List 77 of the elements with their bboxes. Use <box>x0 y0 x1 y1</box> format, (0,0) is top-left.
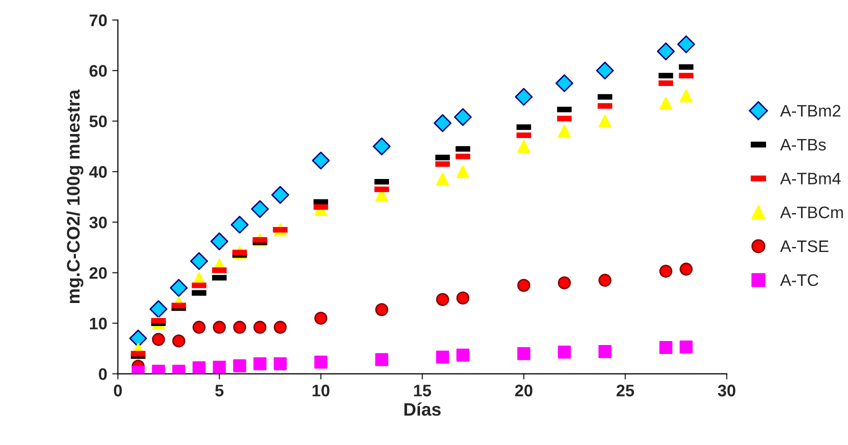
point <box>212 360 226 374</box>
y-tick-label: 10 <box>90 318 107 330</box>
y-axis-title: mg.C-CO2/ 100g muestra <box>66 89 84 304</box>
point <box>253 357 266 370</box>
point <box>656 42 675 60</box>
x-tick-label: 15 <box>414 384 432 396</box>
x-tick-label: 5 <box>215 384 224 396</box>
point <box>680 89 693 102</box>
point <box>253 320 266 334</box>
point <box>677 35 696 54</box>
legend-label: A-TBs <box>780 138 826 151</box>
x-tick-label: 0 <box>114 384 122 396</box>
legend-label: A-TC <box>780 274 818 286</box>
point <box>596 62 614 80</box>
point <box>456 291 470 304</box>
point <box>192 320 206 334</box>
point <box>152 332 165 346</box>
point <box>170 278 188 297</box>
point <box>659 341 672 354</box>
point <box>454 108 472 126</box>
y-tick-label: 50 <box>89 116 107 128</box>
point <box>172 334 186 348</box>
point <box>372 137 391 156</box>
point <box>517 278 530 292</box>
point <box>517 140 530 153</box>
point <box>436 293 450 306</box>
point <box>517 347 530 360</box>
point <box>558 346 571 359</box>
legend-label: A-TBCm <box>780 206 843 218</box>
point <box>190 252 208 270</box>
point <box>456 348 470 362</box>
x-tick-label: 10 <box>312 384 330 396</box>
point <box>192 361 206 374</box>
point <box>456 165 470 178</box>
point <box>659 96 672 110</box>
point <box>558 276 571 290</box>
point <box>233 359 246 372</box>
y-tick-label: 70 <box>90 14 107 26</box>
point <box>129 330 148 348</box>
point <box>375 303 388 316</box>
point <box>514 88 533 106</box>
point <box>598 345 612 358</box>
point <box>230 216 249 234</box>
point <box>659 264 672 278</box>
point <box>150 300 168 318</box>
y-tick-label: 20 <box>89 267 107 279</box>
y-tick-label: 0 <box>98 368 107 380</box>
x-tick-label: 25 <box>616 384 634 396</box>
point <box>558 124 571 138</box>
point <box>210 232 228 250</box>
point <box>314 312 328 325</box>
point <box>314 356 328 369</box>
point <box>271 186 290 204</box>
point <box>274 357 287 370</box>
legend-label: A-TBm4 <box>780 172 841 184</box>
x-axis-title: Días <box>404 402 441 416</box>
point <box>555 74 574 92</box>
point <box>375 353 388 366</box>
point <box>680 340 693 354</box>
point <box>436 172 450 186</box>
x-tick-label: 30 <box>718 384 736 396</box>
x-tick-label: 20 <box>515 384 532 396</box>
point <box>434 114 452 132</box>
point <box>436 350 450 364</box>
point <box>251 200 269 218</box>
y-tick-label: 30 <box>89 216 107 228</box>
point <box>598 114 612 128</box>
point <box>212 320 226 334</box>
y-tick-label: 40 <box>89 166 107 178</box>
point <box>233 320 246 334</box>
y-tick-label: 60 <box>90 64 107 77</box>
point <box>312 152 330 170</box>
legend-label: A-TSE <box>780 240 828 252</box>
point <box>680 262 693 276</box>
point <box>274 320 287 334</box>
point <box>598 274 612 287</box>
legend-label: A-TBm2 <box>780 104 840 117</box>
